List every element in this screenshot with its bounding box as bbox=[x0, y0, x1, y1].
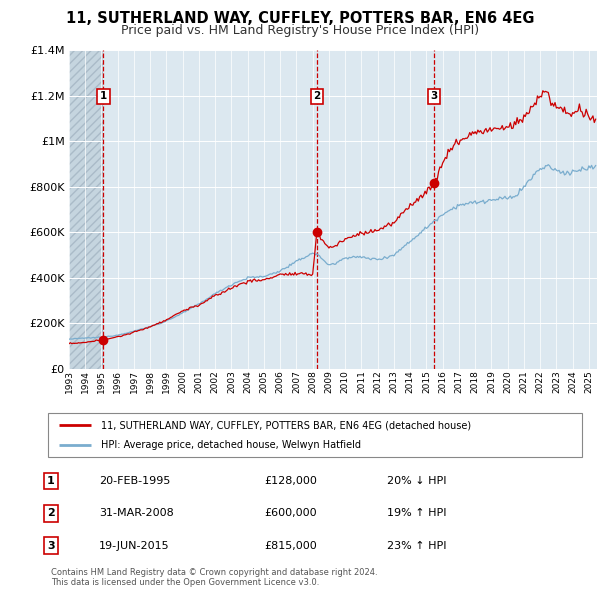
Text: £815,000: £815,000 bbox=[264, 541, 317, 550]
Text: 2: 2 bbox=[313, 91, 320, 101]
Text: 20-FEB-1995: 20-FEB-1995 bbox=[99, 476, 170, 486]
Text: 3: 3 bbox=[430, 91, 437, 101]
Text: 19% ↑ HPI: 19% ↑ HPI bbox=[387, 509, 446, 518]
Text: 11, SUTHERLAND WAY, CUFFLEY, POTTERS BAR, EN6 4EG: 11, SUTHERLAND WAY, CUFFLEY, POTTERS BAR… bbox=[66, 11, 534, 27]
Text: £600,000: £600,000 bbox=[264, 509, 317, 518]
Text: 1: 1 bbox=[47, 476, 55, 486]
Bar bbox=[69, 50, 103, 369]
Text: Price paid vs. HM Land Registry's House Price Index (HPI): Price paid vs. HM Land Registry's House … bbox=[121, 24, 479, 37]
Text: 3: 3 bbox=[47, 541, 55, 550]
Text: 2: 2 bbox=[47, 509, 55, 518]
Text: 31-MAR-2008: 31-MAR-2008 bbox=[99, 509, 174, 518]
Text: 1: 1 bbox=[100, 91, 107, 101]
Text: Contains HM Land Registry data © Crown copyright and database right 2024.
This d: Contains HM Land Registry data © Crown c… bbox=[51, 568, 377, 587]
Text: 19-JUN-2015: 19-JUN-2015 bbox=[99, 541, 170, 550]
Text: 20% ↓ HPI: 20% ↓ HPI bbox=[387, 476, 446, 486]
Text: 23% ↑ HPI: 23% ↑ HPI bbox=[387, 541, 446, 550]
Text: HPI: Average price, detached house, Welwyn Hatfield: HPI: Average price, detached house, Welw… bbox=[101, 440, 361, 450]
Text: 11, SUTHERLAND WAY, CUFFLEY, POTTERS BAR, EN6 4EG (detached house): 11, SUTHERLAND WAY, CUFFLEY, POTTERS BAR… bbox=[101, 421, 472, 430]
Text: £128,000: £128,000 bbox=[264, 476, 317, 486]
